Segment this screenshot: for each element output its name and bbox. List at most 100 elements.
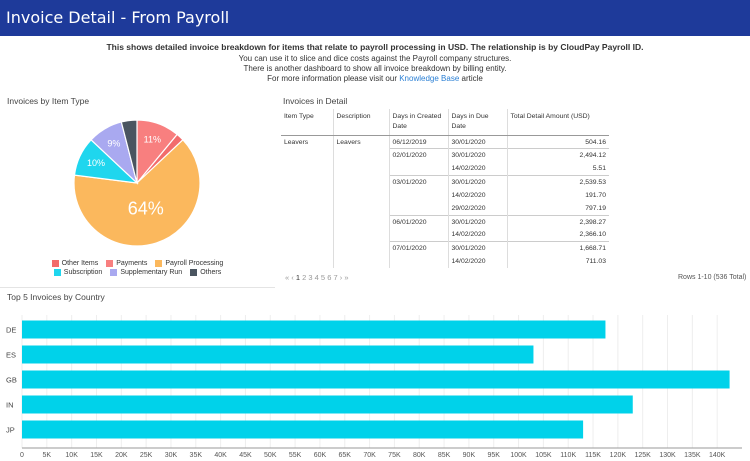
x-tick-label: 60K bbox=[314, 452, 327, 459]
table-row[interactable]: 02/01/2020 30/01/2020 2,494.12 bbox=[281, 148, 609, 163]
legend-swatch bbox=[53, 269, 61, 276]
detail-table: Item Type Description Days in Created Da… bbox=[281, 109, 609, 269]
bar-es[interactable] bbox=[22, 345, 534, 364]
intro-headline: This shows detailed invoice breakdown fo… bbox=[106, 42, 644, 52]
bar-gb[interactable] bbox=[22, 370, 730, 389]
bar-jp[interactable] bbox=[22, 420, 584, 439]
table-cell: 2,366.10 bbox=[506, 228, 609, 242]
table-cell: 1,668.71 bbox=[506, 241, 609, 256]
table-cell: Leavers bbox=[284, 138, 309, 146]
table-cell: 191.70 bbox=[506, 188, 609, 202]
x-tick-label: 125K bbox=[635, 452, 652, 459]
x-tick-label: 5K bbox=[43, 452, 52, 459]
detail-panel-title: Invoices in Detail bbox=[283, 96, 348, 106]
table-cell: 797.19 bbox=[506, 201, 609, 216]
table-row[interactable]: 14/02/2020 5.51 bbox=[281, 162, 609, 176]
first-page-button[interactable]: « bbox=[285, 273, 290, 282]
x-tick-label: 25K bbox=[140, 452, 153, 459]
table-row[interactable]: 14/02/2020 711.03 bbox=[281, 255, 609, 269]
intro-link-suffix: article bbox=[459, 74, 483, 83]
table-row[interactable]: 06/01/2020 30/01/2020 2,398.27 bbox=[281, 214, 609, 229]
table-cell bbox=[332, 201, 389, 216]
column-header-created-date[interactable]: Days in Created Date bbox=[388, 109, 448, 136]
x-tick-label: 90K bbox=[463, 452, 476, 459]
intro-link-prefix: For more information please visit our bbox=[267, 74, 400, 83]
next-page-button[interactable]: › bbox=[339, 273, 343, 282]
table-cell: 30/01/2020 bbox=[447, 241, 507, 256]
column-header-total-amount[interactable]: Total Detail Amount (USD) bbox=[506, 109, 609, 136]
table-cell: 14/02/2020 bbox=[447, 255, 507, 269]
table-cell bbox=[332, 148, 389, 163]
pie-slice-payroll-processing[interactable] bbox=[73, 139, 201, 247]
legend-swatch bbox=[155, 260, 163, 267]
table-cell: 5.51 bbox=[506, 162, 609, 176]
table-cell: 30/01/2020 bbox=[447, 148, 507, 163]
x-tick-label: 50K bbox=[264, 452, 277, 459]
column-header-item-type[interactable]: Item Type bbox=[281, 109, 333, 136]
table-cell bbox=[281, 175, 333, 188]
legend-item[interactable]: Payments bbox=[106, 260, 147, 267]
page-number-button[interactable]: 3 bbox=[308, 273, 315, 282]
legend-label: Subscription bbox=[63, 269, 103, 276]
knowledge-base-link[interactable]: Knowledge Base bbox=[399, 74, 460, 83]
x-tick-label: 130K bbox=[659, 452, 676, 459]
legend-row: Subscription Supplementary Run Others bbox=[0, 269, 275, 276]
column-header-description[interactable]: Description bbox=[332, 109, 389, 136]
table-row[interactable]: 29/02/2020 797.19 bbox=[281, 201, 609, 216]
table-cell bbox=[281, 162, 333, 175]
table-row[interactable]: 14/02/2020 2,366.10 bbox=[281, 228, 609, 242]
page-number-button[interactable]: 7 bbox=[333, 273, 340, 282]
page-number-button[interactable]: 6 bbox=[327, 273, 334, 282]
pagination: « ‹ 1 2 3 4 5 6 7 › » bbox=[285, 273, 348, 282]
table-cell: 06/01/2020 bbox=[388, 214, 448, 229]
page-number-button[interactable]: 2 bbox=[302, 273, 309, 282]
bar-in[interactable] bbox=[22, 395, 633, 414]
page-number-button[interactable]: 5 bbox=[320, 273, 328, 282]
x-tick-label: 140K bbox=[709, 452, 726, 459]
page-number-button[interactable]: 4 bbox=[314, 273, 321, 282]
pie-slice-label: 11% bbox=[144, 135, 161, 145]
table-cell: Leavers bbox=[332, 135, 389, 149]
pie-chart: 11% 64% 10% 9% bbox=[0, 105, 275, 280]
table-cell: 30/01/2020 bbox=[447, 174, 507, 189]
legend-label: Payroll Processing bbox=[165, 260, 224, 267]
x-tick-label: 110K bbox=[560, 452, 576, 459]
rows-info: Rows 1-10 (536 Total) bbox=[678, 274, 747, 281]
table-row[interactable]: 07/01/2020 30/01/2020 1,668.71 bbox=[281, 241, 609, 256]
pie-slice-others[interactable] bbox=[120, 119, 138, 184]
pie-legend: Other Items Payments Payroll Processing Sub… bbox=[0, 260, 275, 278]
prev-page-button[interactable]: ‹ bbox=[291, 273, 294, 282]
page-number-button[interactable]: 1 bbox=[295, 273, 303, 282]
legend-item[interactable]: Supplementary Run bbox=[110, 269, 182, 276]
legend-swatch bbox=[190, 269, 198, 276]
x-tick-label: 75K bbox=[388, 452, 401, 459]
legend-item[interactable]: Others bbox=[190, 269, 221, 276]
table-row[interactable]: 14/02/2020 191.70 bbox=[281, 188, 609, 202]
table-cell: 14/02/2020 bbox=[447, 228, 507, 242]
table-row[interactable]: 03/01/2020 30/01/2020 2,539.53 bbox=[281, 174, 609, 189]
x-tick-label: 20K bbox=[115, 452, 128, 459]
legend-item[interactable]: Subscription bbox=[53, 269, 103, 276]
y-tick-label: GB bbox=[6, 376, 17, 385]
page-numbers: 1 2 3 4 5 6 7 bbox=[296, 273, 340, 282]
legend-swatch bbox=[51, 260, 59, 267]
table-cell bbox=[281, 202, 333, 215]
last-page-button[interactable]: » bbox=[344, 273, 349, 282]
legend-label: Supplementary Run bbox=[120, 269, 183, 276]
legend-swatch bbox=[106, 260, 114, 267]
table-cell bbox=[281, 255, 333, 268]
table-cell: 504.16 bbox=[506, 135, 609, 149]
x-tick-label: 80K bbox=[413, 452, 426, 459]
bar-de[interactable] bbox=[22, 320, 606, 339]
legend-item[interactable]: Payroll Processing bbox=[155, 260, 223, 267]
header-bar: Invoice Detail - From Payroll bbox=[0, 0, 750, 36]
legend-label: Others bbox=[200, 269, 222, 276]
table-row[interactable]: Leavers Leavers 06/12/2019 30/01/2020 504.16 bbox=[281, 135, 609, 149]
table-cell bbox=[281, 215, 333, 228]
pie-slice-label: 64% bbox=[128, 199, 164, 219]
table-cell: 29/02/2020 bbox=[447, 201, 507, 216]
y-tick-label: JP bbox=[6, 426, 15, 435]
legend-item[interactable]: Other Items bbox=[51, 260, 98, 267]
column-header-due-date[interactable]: Days in Due Date bbox=[447, 109, 507, 136]
table-cell bbox=[332, 228, 389, 242]
